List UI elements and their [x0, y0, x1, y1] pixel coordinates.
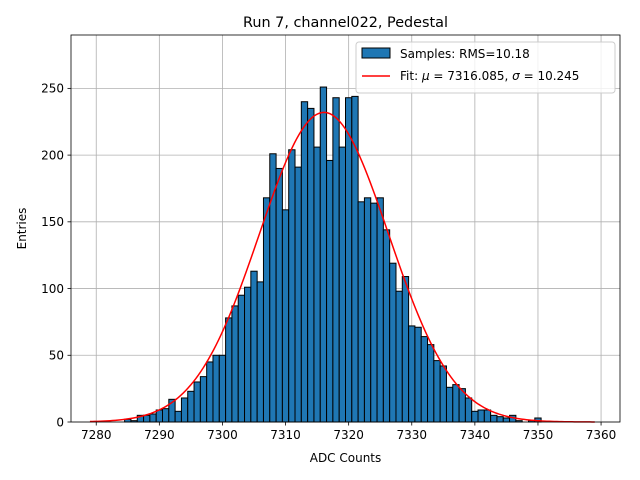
histogram-bar — [256, 281, 264, 423]
histogram-bar — [231, 305, 239, 423]
histogram-bar — [187, 390, 195, 423]
histogram-bar — [218, 354, 227, 423]
histogram-bar — [250, 270, 258, 423]
histogram-bar — [307, 107, 315, 423]
histogram-bar — [363, 197, 372, 423]
y-tick-label: 150 — [41, 215, 64, 229]
histogram-bar — [445, 386, 454, 423]
legend: Samples: RMS=10.18 Fit: μ = 7316.085, σ … — [355, 41, 616, 94]
x-axis-ticks: 7280 7290 7300 7310 7320 7330 7340 7350 7360 — [81, 422, 616, 442]
legend-mu-value: = 7316.085, — [430, 69, 513, 83]
y-axis-ticks: 0 50 100 150 200 250 — [41, 82, 71, 429]
histogram-bar — [149, 413, 157, 423]
legend-samples-label: Samples: RMS=10.18 — [400, 47, 530, 61]
histogram-bar — [464, 397, 473, 423]
histogram-bar — [502, 417, 511, 423]
y-axis-label: Entries — [15, 208, 29, 250]
histogram-bar — [326, 159, 334, 423]
x-tick-label: 7300 — [207, 428, 238, 442]
legend-sigma-symbol: σ — [512, 69, 520, 83]
histogram-bar — [471, 410, 479, 423]
histogram-bar — [319, 86, 328, 423]
histogram-bar — [414, 326, 422, 423]
legend-mu-symbol: μ — [421, 69, 430, 83]
histogram-bar — [338, 146, 347, 423]
y-tick-label: 100 — [41, 282, 64, 296]
histogram-bar — [237, 294, 246, 423]
histogram-bar — [483, 409, 492, 423]
histogram-bar — [370, 202, 378, 423]
histogram-bar — [420, 336, 429, 423]
histogram-bar — [162, 408, 170, 423]
x-axis-label: ADC Counts — [310, 451, 382, 465]
y-tick-label: 0 — [56, 415, 64, 429]
histogram-bar — [433, 360, 441, 423]
histogram-bar — [288, 149, 296, 423]
histogram-bar — [357, 201, 365, 423]
chart-title: Run 7, channel022, Pedestal — [243, 15, 448, 31]
x-tick-label: 7350 — [523, 428, 554, 442]
histogram-bar — [389, 262, 397, 423]
histogram-bar — [452, 384, 460, 423]
x-tick-label: 7320 — [333, 428, 364, 442]
histogram-bar — [262, 197, 271, 423]
x-tick-label: 7280 — [81, 428, 112, 442]
histogram-bar — [225, 317, 233, 423]
histogram-bar — [376, 197, 384, 423]
histogram-bar — [439, 365, 447, 423]
histogram-bar — [143, 414, 151, 423]
histogram-bar — [490, 414, 498, 423]
x-tick-label: 7310 — [270, 428, 301, 442]
legend-sigma-value: = 10.245 — [520, 69, 580, 83]
plot-frame — [70, 34, 621, 423]
histogram-bar — [408, 325, 416, 423]
histogram-bar — [244, 286, 252, 423]
x-tick-label: 7360 — [586, 428, 617, 442]
x-tick-label: 7290 — [144, 428, 175, 442]
legend-box — [355, 41, 616, 94]
histogram-bar — [345, 97, 353, 423]
histogram-bar — [300, 101, 309, 423]
histogram-bar — [180, 397, 189, 423]
gaussian-fit-curve — [89, 111, 595, 423]
histogram-bar — [401, 276, 410, 423]
histogram-bar — [332, 97, 340, 423]
y-tick-label: 250 — [41, 82, 64, 96]
histogram-bar — [193, 381, 201, 423]
legend-samples-swatch — [361, 47, 391, 59]
histogram-bar — [395, 290, 403, 423]
histogram-bar — [313, 146, 321, 423]
histogram-bar — [206, 361, 214, 423]
x-tick-label: 7330 — [396, 428, 427, 442]
histogram-bar — [427, 344, 435, 423]
x-tick-label: 7340 — [460, 428, 491, 442]
y-tick-label: 200 — [41, 148, 64, 162]
histogram-bar — [496, 416, 504, 423]
histogram-bar — [174, 410, 182, 423]
y-tick-label: 50 — [49, 349, 64, 363]
legend-fit-prefix: Fit: — [400, 69, 422, 83]
histogram-bar — [275, 167, 283, 423]
histogram-bar — [155, 409, 163, 423]
histogram-bar — [294, 166, 302, 423]
histogram-bar — [382, 229, 391, 423]
legend-fit-label: Fit: μ = 7316.085, σ = 10.245 — [400, 69, 579, 83]
histogram-bar — [281, 209, 290, 423]
histogram-bar — [199, 376, 208, 423]
histogram-bar — [477, 409, 485, 423]
histogram-bar — [212, 354, 220, 423]
